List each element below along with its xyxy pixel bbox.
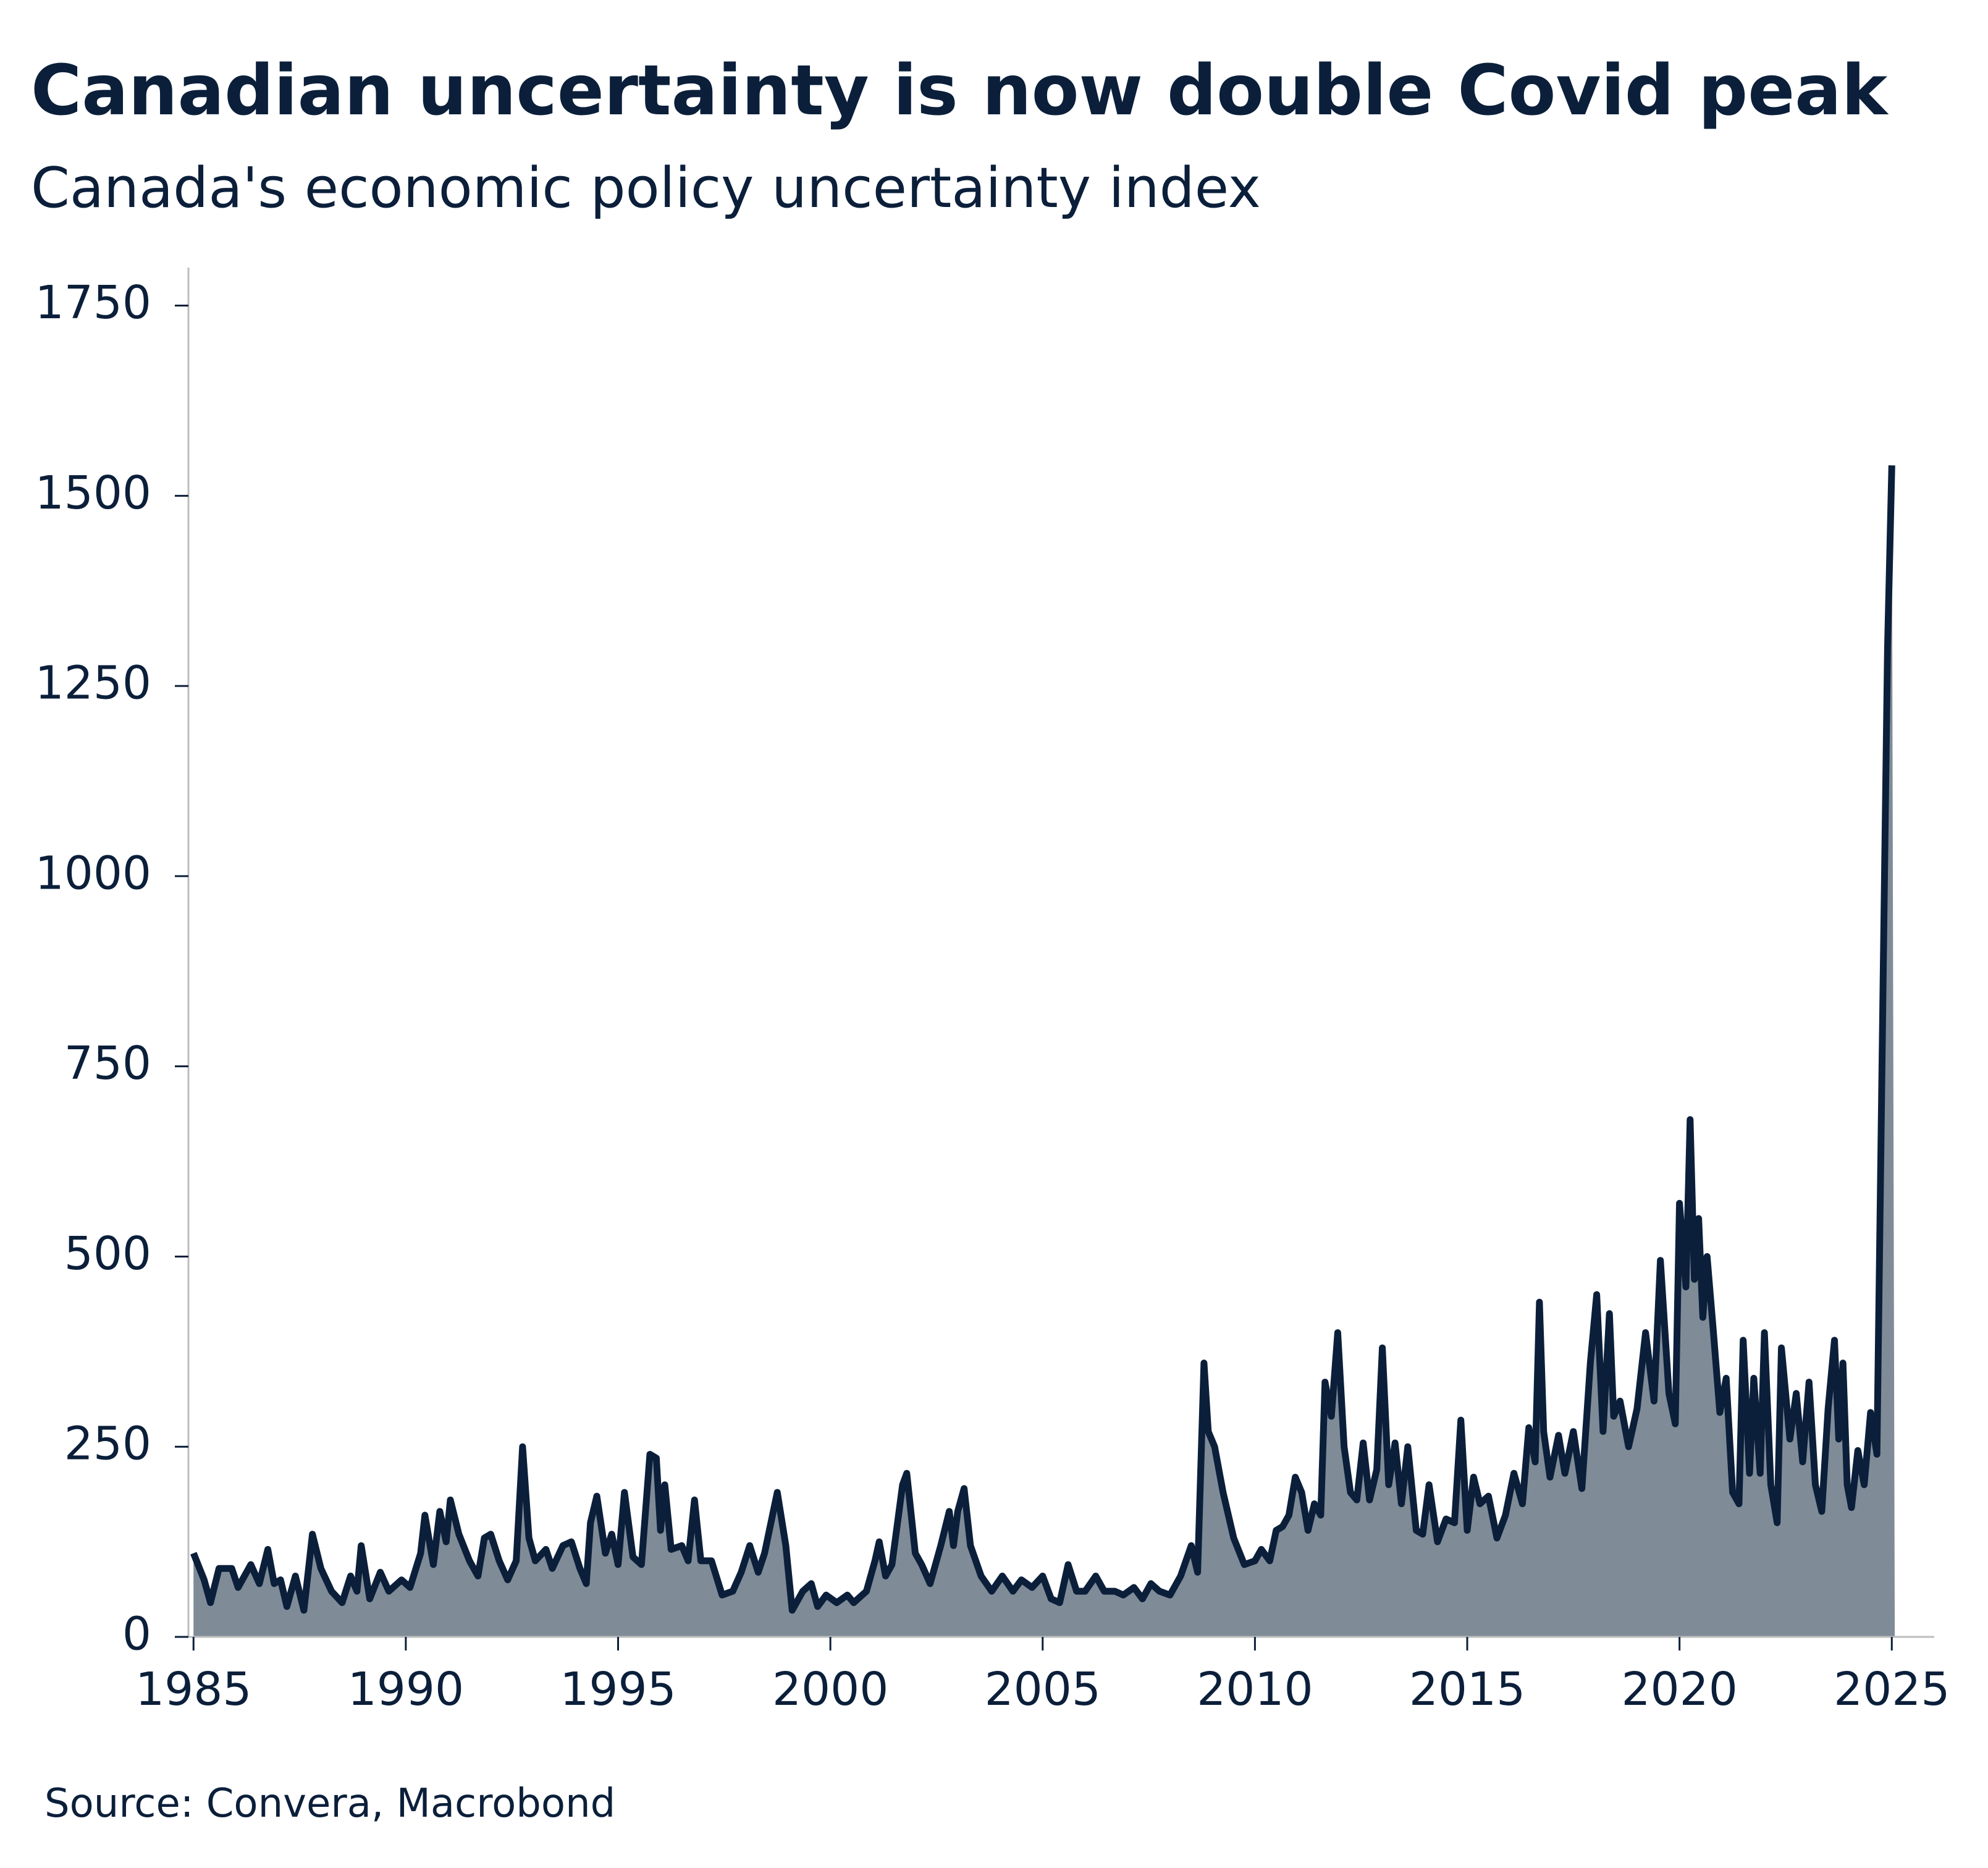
y-tick-label: 250: [64, 1418, 151, 1471]
y-tick-label: 500: [64, 1227, 151, 1280]
x-tick-label: 2005: [985, 1663, 1101, 1716]
x-tick-label: 2015: [1409, 1663, 1525, 1716]
source-note: Source: Convera, Macrobond: [44, 1781, 615, 1827]
x-tick-label: 2010: [1197, 1663, 1313, 1716]
area-fill: [193, 465, 1895, 1637]
y-tick-label: 1000: [35, 847, 151, 900]
x-tick-label: 1985: [135, 1663, 251, 1716]
x-tick-label: 1995: [560, 1663, 676, 1716]
chart-subtitle: Canada's economic policy uncertainty ind…: [31, 156, 1261, 221]
y-tick-label: 0: [122, 1608, 151, 1661]
y-tick-label: 1750: [35, 276, 151, 329]
y-tick-label: 1250: [35, 657, 151, 710]
y-tick-label: 1500: [35, 467, 151, 520]
chart-title: Canadian uncertainty is now double Covid…: [31, 51, 1889, 131]
series-line: [190, 465, 1895, 1614]
y-tick-label: 750: [64, 1037, 151, 1090]
x-tick-label: 2020: [1621, 1663, 1737, 1716]
x-tick-label: 1990: [348, 1663, 464, 1716]
x-tick-label: 2000: [772, 1663, 888, 1716]
x-tick-label: 2025: [1834, 1663, 1950, 1716]
